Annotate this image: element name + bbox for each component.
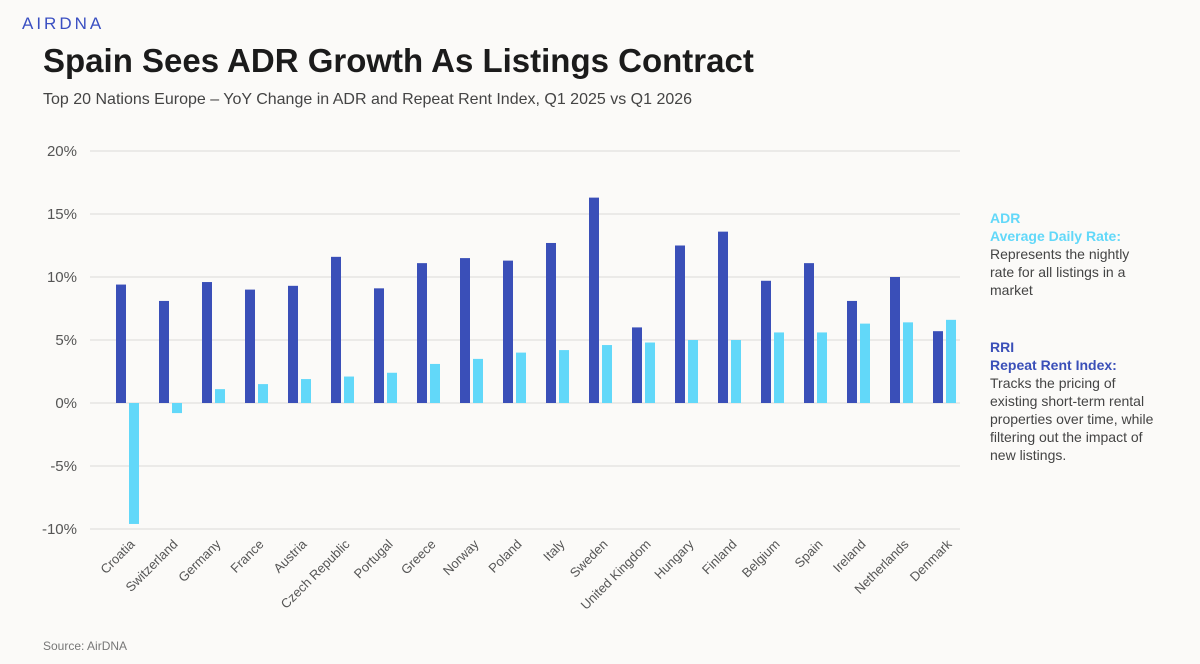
x-tick-label: Poland xyxy=(485,537,524,576)
legend-rri-name: Repeat Rent Index: xyxy=(990,357,1117,373)
airdna-logo: AIRDNA xyxy=(22,14,105,33)
chart-title: Spain Sees ADR Growth As Listings Contra… xyxy=(43,42,754,79)
x-tick-label: Portugal xyxy=(351,536,396,581)
y-tick-label: 20% xyxy=(47,143,77,160)
y-tick-label: -10% xyxy=(42,521,77,538)
bar-adr xyxy=(946,319,956,403)
bar-rri xyxy=(202,282,212,403)
bar-adr xyxy=(473,358,483,403)
source-note: Source: AirDNA xyxy=(43,639,128,653)
bar-adr xyxy=(516,352,526,403)
y-tick-label: -5% xyxy=(50,458,77,475)
legend-adr-desc: Represents the nightly rate for all list… xyxy=(990,246,1130,298)
x-tick-label: Belgium xyxy=(739,537,783,581)
y-tick-label: 10% xyxy=(47,269,77,286)
bar-adr xyxy=(129,403,139,524)
bar-rri xyxy=(460,258,470,403)
y-tick-label: 0% xyxy=(55,395,77,412)
legend-adr: ADR Average Daily Rate: Represents the n… xyxy=(990,209,1190,299)
x-tick-label: Spain xyxy=(792,537,826,571)
bar-adr xyxy=(301,379,311,403)
bar-rri xyxy=(245,289,255,403)
bar-rri xyxy=(761,280,771,403)
bar-adr xyxy=(774,332,784,403)
bar-adr xyxy=(688,340,698,403)
legend-adr-name: Average Daily Rate: xyxy=(990,228,1121,244)
bar-adr xyxy=(645,342,655,403)
bar-rri xyxy=(417,263,427,403)
bar-adr xyxy=(258,384,268,403)
x-tick-label: Greece xyxy=(398,537,439,578)
y-tick-label: 5% xyxy=(55,332,77,349)
legend-rri-code: RRI xyxy=(990,339,1015,355)
chart-subtitle: Top 20 Nations Europe – YoY Change in AD… xyxy=(43,91,693,108)
bar-rri xyxy=(288,285,298,403)
x-tick-label: Sweden xyxy=(567,537,611,581)
bar-rri xyxy=(804,263,814,403)
x-tick-label: Ireland xyxy=(830,537,869,576)
bar-adr xyxy=(559,350,569,403)
x-tick-label: Croatia xyxy=(97,536,138,577)
x-tick-label: Hungary xyxy=(651,536,697,582)
x-tick-label: Denmark xyxy=(907,536,955,584)
bar-rri xyxy=(331,256,341,403)
bar-rri xyxy=(933,331,943,403)
bar-adr xyxy=(602,345,612,403)
bar-adr xyxy=(387,372,397,403)
bar-rri xyxy=(847,300,857,403)
bar-rri xyxy=(675,245,685,403)
legend-rri-desc: Tracks the pricing of existing short-ter… xyxy=(990,375,1154,463)
bar-adr xyxy=(860,323,870,403)
bar-adr xyxy=(817,332,827,403)
bar-rri xyxy=(632,327,642,403)
x-tick-label: France xyxy=(227,537,266,576)
bar-rri xyxy=(159,300,169,403)
bar-rri xyxy=(890,277,900,403)
legend-adr-code: ADR xyxy=(990,210,1021,226)
y-tick-label: 15% xyxy=(47,206,77,223)
bar-rri xyxy=(589,197,599,403)
bar-adr xyxy=(430,363,440,403)
bar-adr xyxy=(903,322,913,403)
x-tick-label: Finland xyxy=(699,537,740,578)
bar-rri xyxy=(546,242,556,403)
bar-rri xyxy=(116,284,126,403)
x-tick-label: Italy xyxy=(540,536,568,564)
bar-adr xyxy=(731,340,741,403)
x-tick-label: Germany xyxy=(175,536,224,585)
bar-rri xyxy=(374,288,384,403)
legend-rri: RRI Repeat Rent Index: Tracks the pricin… xyxy=(990,338,1190,464)
bar-adr xyxy=(344,376,354,403)
bar-adr xyxy=(215,389,225,403)
x-tick-label: Austria xyxy=(270,536,310,576)
x-tick-label: Norway xyxy=(440,536,482,578)
bar-adr xyxy=(172,403,182,414)
bar-rri xyxy=(503,260,513,403)
bar-rri xyxy=(718,231,728,403)
